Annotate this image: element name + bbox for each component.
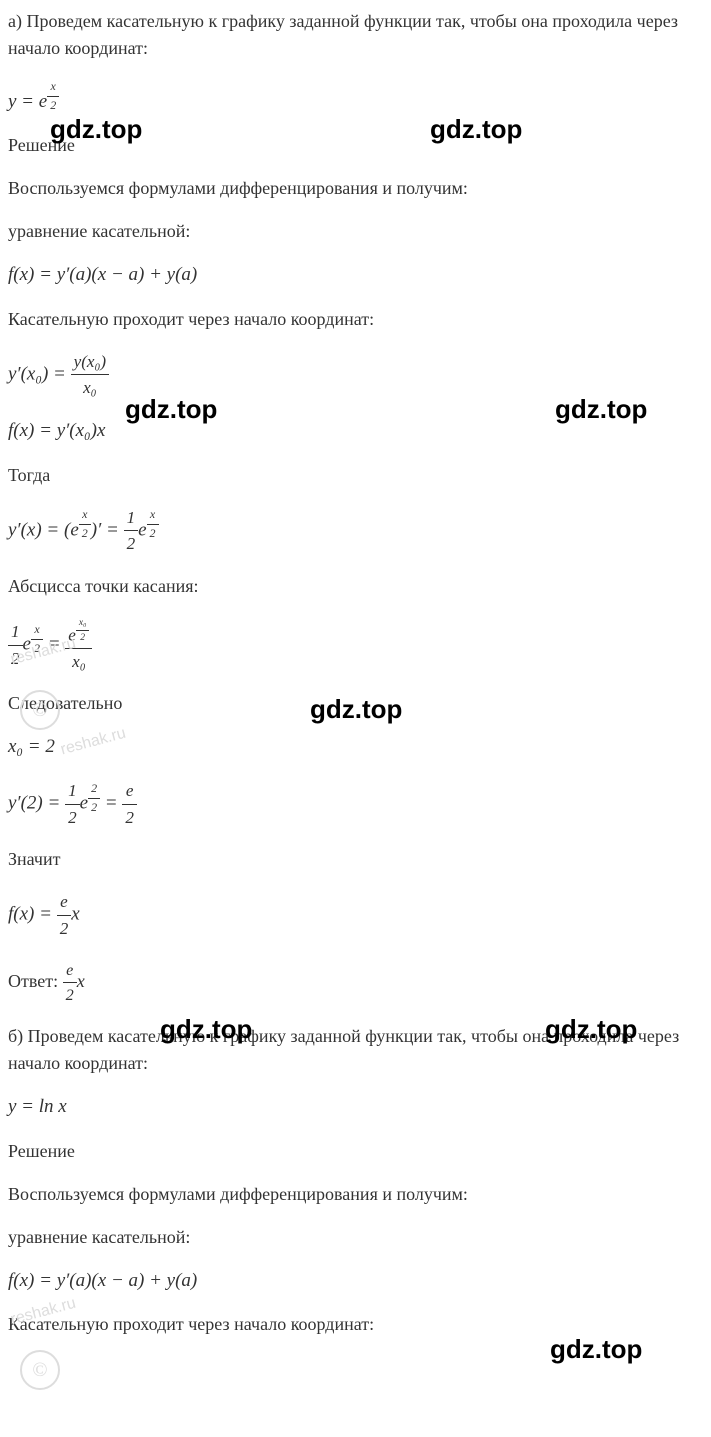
exp-num: x [31, 621, 43, 640]
frac-den: x₀ [65, 649, 92, 675]
solution-label: Решение [8, 132, 703, 159]
exp-den: 2 [88, 799, 100, 817]
problem-a-function: y = ex2 [8, 78, 703, 116]
frac-den: 2 [57, 916, 72, 942]
frac-num: 1 [8, 619, 23, 646]
copyright-circle: © [20, 1350, 60, 1390]
abscissa-equation: 12ex2 = ex₀2x₀ [8, 616, 703, 675]
exp-den: 2 [31, 640, 43, 658]
step-text: Абсцисса точки касания: [8, 573, 703, 600]
exp-num: x [147, 506, 159, 525]
formula-left: f(x) = [8, 904, 57, 925]
frac-num: y(x₀) [71, 349, 110, 376]
exp-den: 2 [147, 525, 159, 543]
eq: = [101, 519, 123, 540]
frac-den: 2 [8, 646, 23, 672]
frac-num: 1 [65, 778, 80, 805]
eq: = [100, 792, 122, 813]
tangent-equation: f(x) = y′(a)(x − a) + y(a) [8, 261, 703, 290]
frac-den: 2 [122, 805, 137, 831]
eq: = [43, 634, 65, 655]
formula-right: e [138, 519, 146, 540]
derivative-at-point: y′(x₀) = y(x₀)x₀ [8, 349, 703, 401]
step-text: Касательную проходит через начало коорди… [8, 306, 703, 333]
frac-den: 2 [124, 531, 139, 557]
solution-label: Решение [8, 1138, 703, 1165]
frac-num: e [57, 889, 72, 916]
exp-num: x₀ [76, 616, 90, 631]
frac-den: 2 [63, 983, 77, 1007]
step-text: Следовательно [8, 690, 703, 717]
formula-right: x [71, 904, 79, 925]
rnum: e [68, 625, 76, 644]
formula-left: y′(2) = [8, 792, 65, 813]
tangent-through-origin: f(x) = y′(x₀)x [8, 417, 703, 446]
exp-den: 2 [79, 525, 91, 543]
formula-mid: e [23, 634, 31, 655]
problem-a-intro: а) Проведем касательную к графику заданн… [8, 8, 703, 62]
exp-num: 2 [88, 780, 100, 799]
formula-mid: e [70, 519, 78, 540]
answer-line: Ответ: e2x [8, 958, 703, 1008]
step-text: Воспользуемся формулами дифференцировани… [8, 175, 703, 202]
exp-den: 2 [47, 97, 59, 115]
exp-num: x [47, 78, 59, 97]
problem-b-intro: б) Проведем касательную к графику заданн… [8, 1023, 703, 1077]
frac-den: 2 [65, 805, 80, 831]
exp-den: 2 [76, 631, 90, 645]
step-text: уравнение касательной: [8, 218, 703, 245]
x0-value: x₀ = 2 [8, 733, 703, 762]
formula-left: y′(x) = [8, 519, 64, 540]
frac-den: x₀ [71, 375, 110, 401]
derivative-at-2: y′(2) = 12e22 = e2 [8, 778, 703, 830]
answer-var: x [77, 970, 85, 990]
step-text: Касательную проходит через начало коорди… [8, 1311, 703, 1338]
formula-mid: e [80, 792, 88, 813]
final-tangent: f(x) = e2x [8, 889, 703, 941]
step-text: Тогда [8, 462, 703, 489]
exp-num: x [79, 506, 91, 525]
step-text: уравнение касательной: [8, 1224, 703, 1251]
tangent-equation: f(x) = y′(a)(x − a) + y(a) [8, 1267, 703, 1296]
formula-text: y = e [8, 91, 47, 112]
answer-label: Ответ: [8, 970, 63, 990]
frac-num: e [63, 958, 77, 983]
frac-num: e [122, 778, 137, 805]
derivative-formula: y′(x) = (ex2)′ = 12ex2 [8, 505, 703, 557]
step-text: Значит [8, 846, 703, 873]
formula-left: y′(x₀) = [8, 363, 71, 384]
frac-num: 1 [124, 505, 139, 532]
step-text: Воспользуемся формулами дифференцировани… [8, 1181, 703, 1208]
problem-b-function: y = ln x [8, 1093, 703, 1122]
